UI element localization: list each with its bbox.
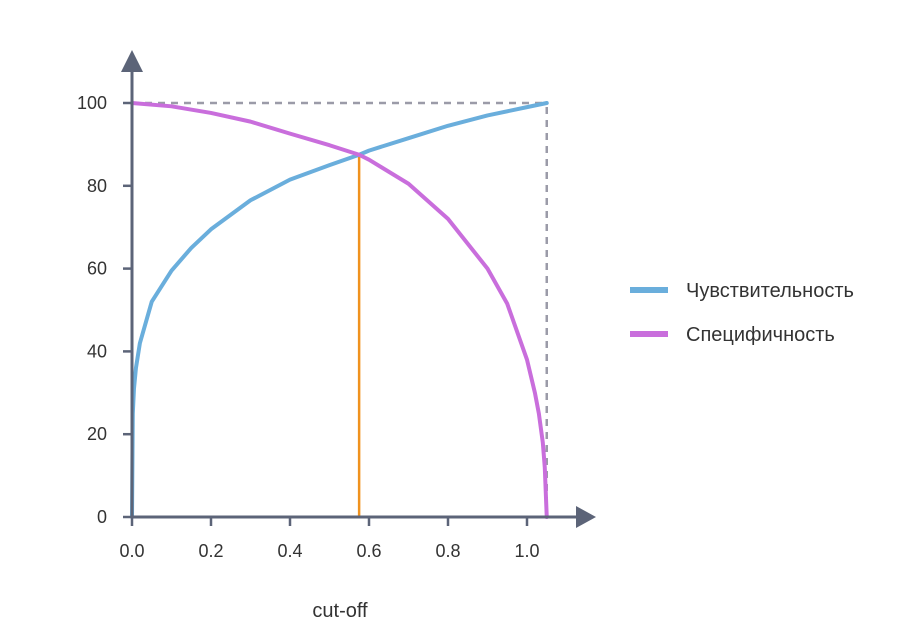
x-tick-label: 1.0 — [514, 541, 539, 561]
x-tick-label: 0.4 — [277, 541, 302, 561]
legend-label: Чувствительность — [686, 280, 854, 302]
series-line-0 — [130, 101, 549, 519]
x-axis-title: cut-off — [312, 600, 368, 622]
y-tick-label: 40 — [87, 341, 107, 361]
series-line-1 — [130, 101, 549, 519]
ticks-layer: 0.0 0.2 0.4 0.6 0.8 1.0 0 20 40 60 80 100 — [77, 93, 540, 561]
legend: Чувствительность Специфичность — [630, 280, 854, 346]
y-tick-label: 20 — [87, 424, 107, 444]
x-tick-label: 0.8 — [435, 541, 460, 561]
y-tick-label: 60 — [87, 259, 107, 279]
y-tick-label: 100 — [77, 93, 107, 113]
y-axis-arrow — [121, 50, 143, 72]
x-tick-label: 0.2 — [198, 541, 223, 561]
axes-layer — [121, 50, 596, 528]
x-axis-arrow — [576, 506, 596, 528]
legend-label: Специфичность — [686, 324, 835, 346]
y-tick-label: 80 — [87, 176, 107, 196]
x-tick-label: 0.6 — [356, 541, 381, 561]
annotations-layer — [132, 101, 548, 517]
x-tick-label: 0.0 — [119, 541, 144, 561]
series-layer — [130, 101, 549, 519]
y-tick-label: 0 — [97, 507, 107, 527]
